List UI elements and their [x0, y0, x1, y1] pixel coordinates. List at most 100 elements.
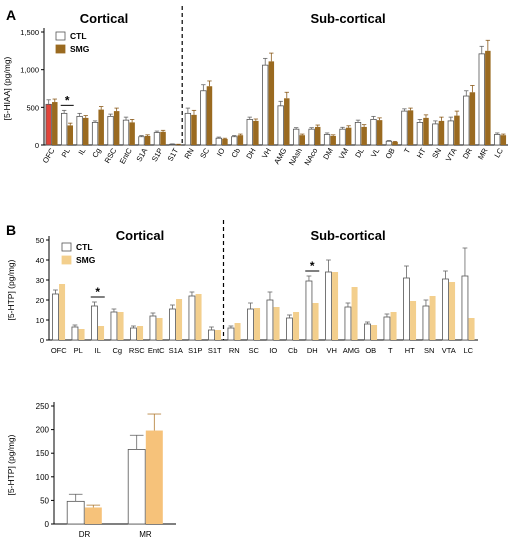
bar-ctl-pl: [71, 326, 79, 341]
bar-ctl-nash: [292, 128, 300, 146]
x-tick-label: EntC: [118, 146, 134, 165]
bar-smg-rsc: [113, 111, 120, 145]
bar-ctl-ob: [385, 140, 393, 146]
bar-ctl-ht: [403, 277, 410, 341]
legend-label-ctl: CTL: [70, 31, 87, 41]
bar-smg-rn: [191, 114, 197, 145]
bar-smg-mr: [485, 50, 491, 146]
bar-ctl-amg: [344, 306, 352, 341]
x-tick-label: OFC: [41, 146, 57, 165]
bar-smg-dr: [84, 507, 102, 524]
bar-smg-sc: [206, 86, 213, 145]
x-tick-label: OFC: [51, 346, 67, 355]
y-axis-label: [5-HTP] (pg/mg): [6, 434, 16, 495]
bar-ctl-sc: [247, 308, 254, 341]
bar-ctl-vta: [442, 278, 449, 341]
bar-ctl-rsc: [130, 327, 137, 341]
x-tick-label: VH: [260, 147, 273, 161]
x-tick-label: AMG: [343, 346, 360, 355]
bar-ctl-s1a: [169, 308, 176, 341]
bar-ctl-entc: [149, 315, 157, 341]
x-tick-label: S1A: [134, 147, 149, 164]
x-tick-label: RSC: [103, 146, 119, 165]
bar-smg-io: [222, 138, 228, 145]
bar-smg-cg: [117, 312, 124, 340]
y-tick-label: 0: [35, 141, 39, 150]
legend-label-smg: SMG: [76, 255, 96, 265]
x-tick-label: IO: [269, 346, 277, 355]
bar-smg-sn: [438, 120, 445, 145]
bar-ctl-io: [215, 137, 222, 146]
bar-ctl-sn: [422, 305, 430, 341]
x-tick-label: IL: [76, 147, 87, 157]
y-tick-label: 200: [36, 426, 50, 435]
x-tick-label: Cg: [90, 147, 103, 160]
legend-swatch-ctl: [55, 31, 66, 41]
bar-smg-dh: [253, 120, 259, 145]
bar-smg-s1t: [175, 144, 182, 146]
panel-b: [46, 220, 478, 341]
bar-ctl-ofc: [52, 293, 59, 341]
bar-smg-pl: [67, 125, 73, 145]
x-tick-label: VH: [327, 346, 337, 355]
bar-smg-entc: [156, 318, 163, 340]
x-tick-label: OB: [365, 346, 376, 355]
bar-smg-dr: [469, 92, 476, 145]
bar-smg-dm: [330, 135, 336, 145]
x-tick-label: Cb: [229, 147, 242, 160]
bar-ctl-dh: [305, 280, 313, 341]
significance-star: *: [310, 259, 315, 273]
bar-ctl-lc: [461, 275, 469, 341]
x-tick-label: IL: [95, 346, 101, 355]
bar-ctl-vh: [325, 271, 332, 341]
bar-smg-lc: [468, 318, 475, 340]
bar-smg-rsc: [137, 326, 144, 340]
bar-smg-io: [273, 307, 280, 340]
y-tick-label: 150: [36, 449, 50, 458]
y-axis-label: [5-HIAA] (pg/mg): [2, 56, 12, 120]
bar-ctl-s1p: [153, 132, 161, 146]
bar-smg-ob: [392, 141, 398, 145]
region-label-subcortical: Sub-cortical: [310, 228, 385, 243]
y-tick-label: 100: [36, 473, 50, 482]
bar-ctl-dr: [463, 95, 470, 146]
x-tick-label: DR: [79, 530, 91, 539]
bar-ctl-cg: [91, 122, 99, 146]
bar-ctl-cb: [231, 136, 238, 146]
bar-ctl-rsc: [107, 115, 114, 146]
bar-smg-cb: [293, 312, 300, 340]
legend-swatch-ctl: [61, 242, 72, 252]
bar-smg-nash: [299, 135, 305, 145]
x-tick-label: VM: [337, 147, 350, 161]
region-label-cortical: Cortical: [116, 228, 164, 243]
bar-smg-vta: [454, 115, 460, 145]
bar-ctl-rn: [227, 327, 235, 341]
x-tick-label: MR: [476, 146, 490, 161]
x-tick-label: Cg: [112, 346, 122, 355]
significance-star: *: [65, 93, 70, 107]
x-tick-label: HT: [415, 146, 428, 160]
bar-smg-vl: [376, 120, 383, 145]
bar-smg-amg: [351, 287, 358, 340]
bar-smg-il: [82, 117, 89, 145]
bar-ctl-s1a: [138, 136, 145, 146]
bar-smg-vh: [268, 61, 275, 145]
bar-smg-pl: [78, 329, 85, 340]
bar-ctl-cg: [110, 311, 118, 341]
panel-letter-b: B: [6, 222, 16, 238]
x-tick-label: LC: [463, 346, 473, 355]
legend-swatch-smg: [55, 44, 66, 54]
y-tick-label: 40: [36, 256, 44, 265]
region-label-subcortical: Sub-cortical: [310, 11, 385, 26]
y-tick-label: 500: [26, 103, 39, 112]
bar-smg-t: [390, 312, 397, 340]
legend-swatch-smg: [61, 255, 72, 265]
bar-smg-dh: [312, 303, 319, 340]
bar-smg-ht: [410, 301, 417, 340]
bar-smg-mr: [145, 430, 163, 524]
bar-ctl-dr: [66, 500, 85, 525]
x-tick-label: EntC: [148, 346, 165, 355]
bar-ctl-vh: [262, 64, 269, 146]
x-tick-label: RSC: [129, 346, 145, 355]
x-tick-label: DR: [461, 146, 475, 160]
